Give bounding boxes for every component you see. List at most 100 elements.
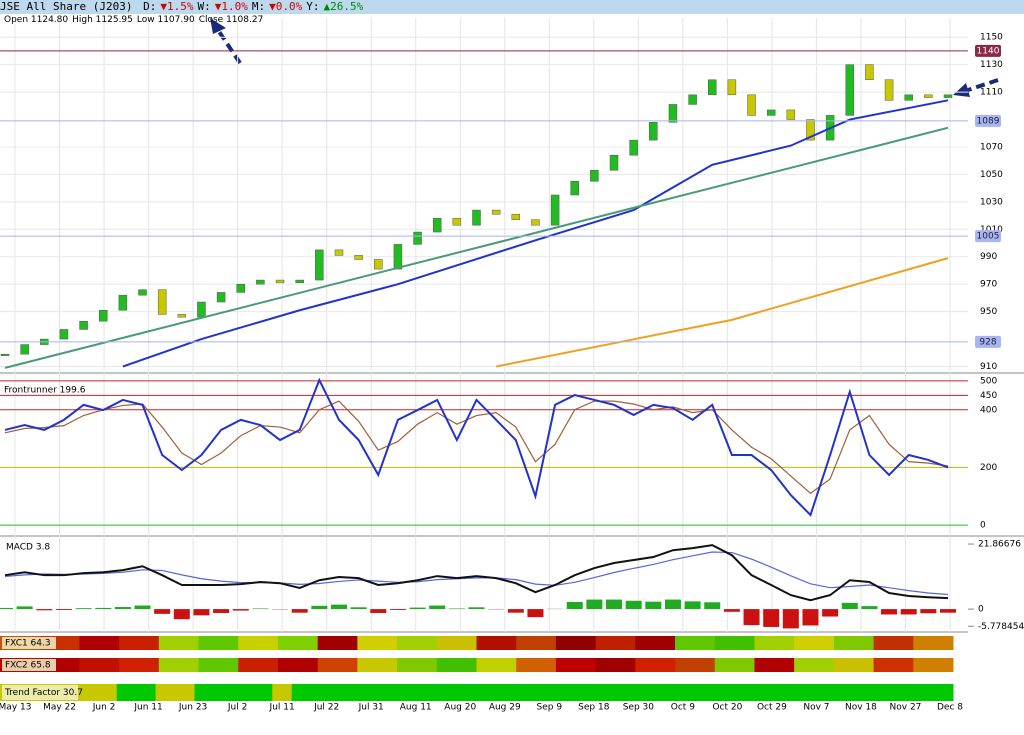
y-tick-label: 970	[980, 280, 997, 290]
histogram-bar	[36, 609, 53, 611]
candle	[609, 154, 619, 171]
strip-cell	[213, 684, 234, 701]
y-tick-label: 21.86676	[978, 540, 1021, 550]
x-tick-label: Sep 30	[623, 703, 655, 713]
x-tick-label: Aug 20	[444, 703, 476, 713]
strip-cell	[77, 684, 98, 701]
strip-cell	[317, 658, 358, 672]
y-label: Y:	[306, 0, 320, 13]
y-change: ▲26.5%	[323, 0, 364, 13]
strip-cell	[635, 636, 676, 650]
panel	[0, 544, 956, 629]
series-line	[4, 551, 949, 596]
histogram-bar	[95, 607, 112, 610]
strip-cell	[476, 636, 517, 650]
indicator-line	[122, 99, 949, 368]
candle	[766, 109, 776, 116]
x-tick-label: Sep 18	[578, 703, 610, 713]
x-tick-label: Jul 22	[313, 703, 339, 713]
candle	[354, 255, 363, 260]
histogram-bar	[920, 609, 937, 614]
x-tick-label: Nov 27	[890, 703, 922, 713]
strip-cell	[447, 684, 468, 701]
strip-cell	[116, 684, 137, 701]
strip-cell	[913, 636, 954, 650]
histogram-bar	[291, 609, 308, 613]
x-tick-label: Nov 18	[845, 703, 877, 713]
x-tick-label: Jul 2	[227, 703, 247, 713]
histogram-bar	[311, 605, 328, 610]
low: Low 1107.90	[136, 15, 195, 25]
candle	[472, 209, 481, 226]
candle	[845, 64, 855, 116]
indicator-line	[495, 257, 949, 368]
strip-cell	[397, 658, 438, 672]
strip-cell	[357, 658, 398, 672]
x-tick-label: Jul 11	[269, 703, 295, 713]
strip-cell	[357, 636, 398, 650]
candle	[236, 283, 245, 293]
strip-cell	[622, 684, 643, 701]
candle	[708, 79, 717, 96]
strip-cell	[833, 636, 875, 650]
strip-cell	[602, 684, 623, 701]
strip-cell	[595, 636, 636, 650]
candle	[413, 231, 422, 245]
strip-cell	[714, 636, 755, 650]
strip-cell	[739, 684, 760, 701]
candle	[550, 194, 560, 226]
candle	[590, 170, 599, 182]
close: Close 1108.27	[198, 15, 264, 25]
histogram-bar	[684, 601, 701, 610]
strip-cell	[555, 658, 597, 672]
level-label-box	[975, 114, 1001, 127]
candle	[216, 292, 226, 303]
strip-cell	[233, 684, 254, 701]
panel	[0, 377, 968, 526]
strip-label: FXC2 65.8	[5, 661, 51, 671]
y-tick-label: 1150	[980, 33, 1003, 43]
strip-cell	[158, 636, 200, 650]
annotation-arrow	[210, 18, 999, 97]
x-tick-label: Jun 11	[133, 703, 162, 713]
candle	[727, 79, 737, 96]
strip-cell	[79, 636, 120, 650]
x-tick-label: May 22	[43, 703, 76, 713]
histogram-bar	[586, 599, 603, 610]
histogram-bar	[822, 609, 839, 617]
histogram-bar	[193, 609, 210, 616]
strip-cell	[436, 658, 477, 672]
level-label: 928	[979, 337, 996, 347]
y-tick-label: 1130	[980, 60, 1003, 70]
candle	[629, 139, 638, 156]
strip-cell	[408, 684, 429, 701]
indicator-line	[4, 126, 949, 369]
w-change: ▼1.0%	[214, 0, 248, 13]
histogram-bar	[507, 609, 524, 613]
high: High 1125.95	[72, 15, 133, 25]
candle	[511, 213, 521, 220]
candle	[118, 294, 128, 311]
histogram-bar	[429, 605, 446, 610]
strip-cell	[661, 684, 682, 701]
strip-cell	[794, 636, 835, 650]
d-change: ▼1.5%	[160, 0, 194, 13]
strip-cell	[79, 658, 120, 672]
level-label-box	[975, 44, 1001, 57]
histogram-bar	[16, 606, 33, 610]
candle	[452, 218, 462, 226]
histogram-bar	[350, 607, 367, 610]
strip-cell	[595, 658, 636, 672]
series-line	[4, 377, 949, 517]
strip-cell	[175, 684, 195, 701]
histogram-bar	[448, 608, 465, 610]
histogram-bar	[645, 601, 662, 610]
y-tick-label: 0	[980, 521, 986, 531]
strip-cell	[516, 636, 557, 650]
histogram-bar	[723, 609, 740, 612]
candle	[138, 289, 147, 296]
x-tick-label: Nov 7	[803, 703, 829, 713]
histogram-bar	[114, 607, 131, 610]
strip-cell	[486, 684, 507, 701]
